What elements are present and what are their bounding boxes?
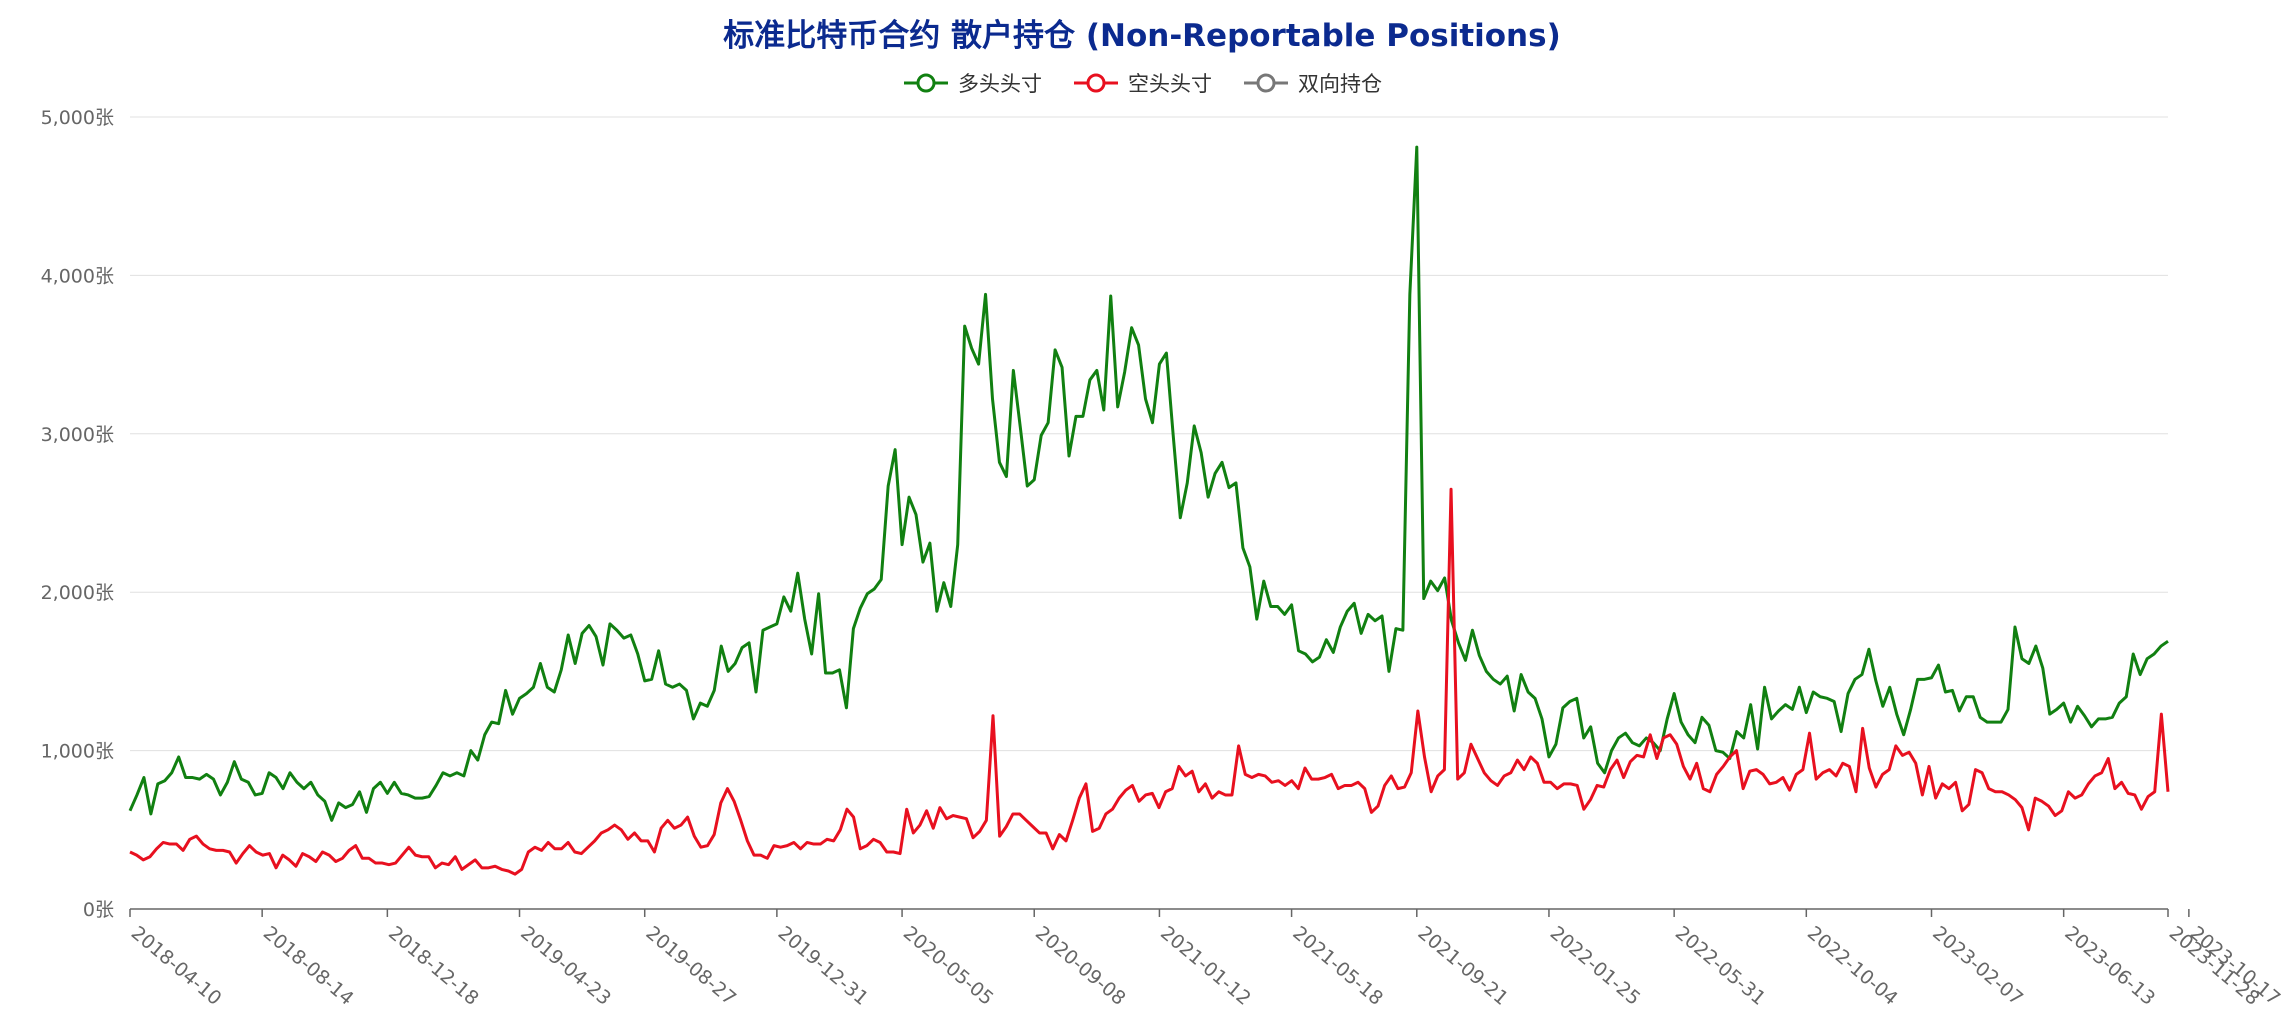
legend-marker-short-icon <box>1074 73 1118 93</box>
series-layer <box>128 145 2170 876</box>
x-tick-label: 2018-08-14 <box>259 922 358 1010</box>
y-axis: 0张 1,000张 2,000张 3,000张 4,000张 5,000张 <box>41 107 114 921</box>
x-tick-label: 2021-09-21 <box>1414 922 1513 1010</box>
x-tick-label: 2021-01-12 <box>1156 922 1255 1010</box>
x-tick-label: 2023-06-13 <box>2060 922 2159 1010</box>
y-tick-label: 1,000张 <box>41 741 114 763</box>
x-tick-label: 2019-08-27 <box>642 922 741 1010</box>
x-tick-label: 2020-09-08 <box>1031 922 1130 1010</box>
y-tick-label: 5,000张 <box>41 107 114 129</box>
chart-title: 标准比特币合约 散户持仓 (Non-Reportable Positions) <box>723 18 1561 54</box>
x-tick-label: 2018-04-10 <box>127 922 226 1010</box>
grid-layer <box>130 116 2168 910</box>
legend-item-spreading[interactable]: 双向持仓 <box>1242 68 1382 98</box>
x-tick-label: 2020-05-05 <box>899 922 998 1010</box>
legend-item-long[interactable]: 多头头寸 <box>902 68 1042 98</box>
legend-label-short: 空头头寸 <box>1128 72 1212 96</box>
legend-item-short[interactable]: 空头头寸 <box>1072 68 1212 98</box>
y-tick-label: 3,000张 <box>41 424 114 446</box>
legend: 多头头寸 空头头寸 双向持仓 <box>0 68 2284 98</box>
y-tick-label: 2,000张 <box>41 582 114 604</box>
x-tick-label: 2018-12-18 <box>384 922 483 1010</box>
legend-label-spreading: 双向持仓 <box>1298 72 1382 96</box>
x-tick-label: 2019-12-31 <box>774 922 873 1010</box>
x-tick-label: 2022-05-31 <box>1671 922 1770 1010</box>
x-tick-label: 2019-04-23 <box>516 922 615 1010</box>
legend-marker-spreading-icon <box>1244 73 1288 93</box>
series-line-1 <box>129 487 2170 876</box>
legend-label-long: 多头头寸 <box>958 72 1042 96</box>
x-axis: 2018-04-10 2018-08-14 2018-12-18 2019-04-23… <box>127 909 2284 1010</box>
legend-marker-long-icon <box>904 73 948 93</box>
y-tick-label: 0张 <box>83 899 114 921</box>
series-line-0 <box>128 145 2169 822</box>
x-tick-label: 2022-01-25 <box>1546 922 1645 1010</box>
x-tick-label: 2022-10-04 <box>1803 922 1902 1010</box>
x-tick-label: 2023-02-07 <box>1928 922 2027 1010</box>
y-tick-label: 4,000张 <box>41 265 114 287</box>
x-tick-label: 2021-05-18 <box>1288 922 1387 1010</box>
